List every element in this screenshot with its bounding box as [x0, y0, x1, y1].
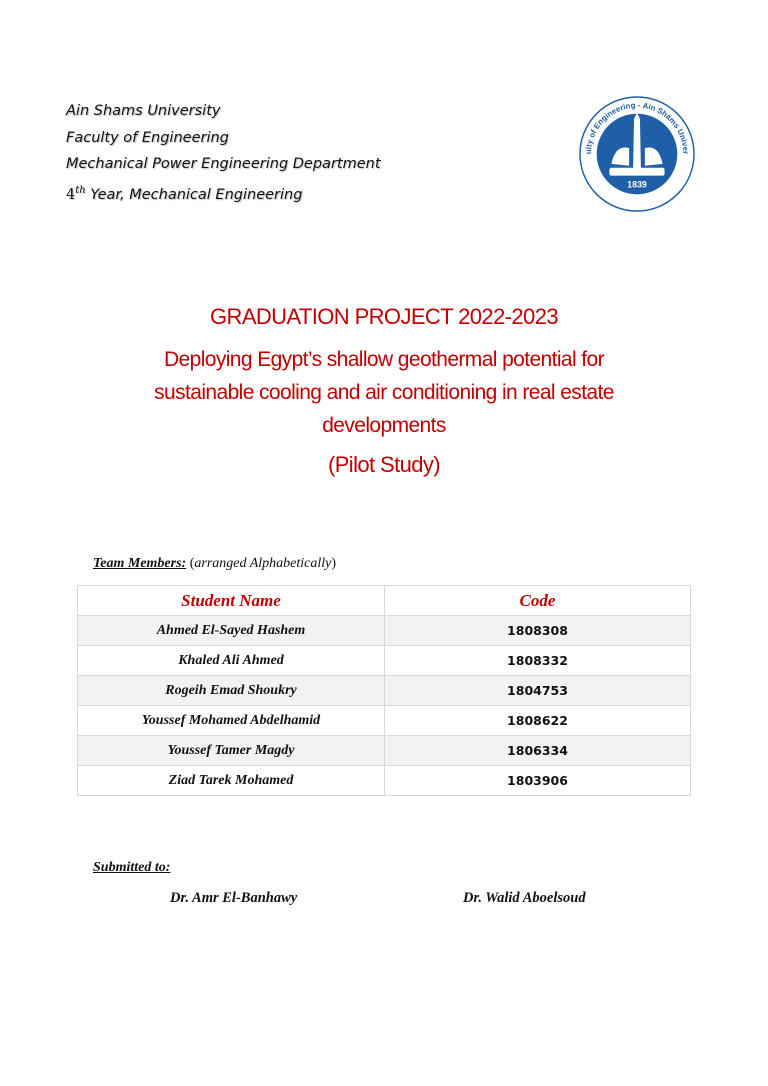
table-row: Youssef Mohamed Abdelhamid 1808622: [77, 705, 691, 736]
university-name: Ain Shams University: [66, 103, 221, 119]
student-name: Youssef Tamer Magdy: [77, 735, 385, 766]
project-subtitle: (Pilot Study): [327, 452, 441, 477]
student-code: 1804753: [384, 675, 691, 706]
table-row: Ziad Tarek Mohamed 1803906: [77, 765, 691, 796]
institution-header: Ain Shams University Faculty of Engineer…: [66, 98, 381, 208]
year-line: 4th Year, Mechanical Engineering: [66, 184, 303, 203]
student-name: Khaled Ali Ahmed: [77, 645, 385, 676]
student-code: 1808308: [384, 615, 691, 646]
faculty-name: Faculty of Engineering: [66, 129, 229, 146]
table-row: Ahmed El-Sayed Hashem 1808308: [77, 615, 691, 646]
student-code: 1808332: [384, 645, 691, 676]
project-heading: GRADUATION PROJECT 2022-2023: [210, 304, 559, 329]
student-name: Youssef Mohamed Abdelhamid: [77, 705, 385, 736]
table-row: Youssef Tamer Magdy 1806334: [77, 735, 691, 766]
department-name: Mechanical Power Engineering Department: [66, 156, 381, 172]
student-name: Ziad Tarek Mohamed: [77, 765, 385, 796]
student-code: 1806334: [384, 735, 691, 766]
column-header-name: Student Name: [77, 585, 385, 616]
student-code: 1803906: [384, 765, 691, 796]
student-name: Rogeih Emad Shoukry: [77, 675, 385, 706]
supervisor-name: Dr. Amr El-Banhawy: [170, 890, 298, 906]
column-header-code: Code: [384, 585, 691, 616]
team-members-table: Student Name Code Ahmed El-Sayed Hashem 1…: [77, 585, 691, 796]
table-row: Rogeih Emad Shoukry 1804753: [77, 675, 691, 706]
supervisor-name: Dr. Walid Aboelsoud: [463, 890, 586, 906]
svg-text:1839: 1839: [627, 179, 647, 189]
faculty-seal-logo: Faculty of Engineering - Ain Shams Unive…: [578, 95, 695, 212]
student-name: Ahmed El-Sayed Hashem: [77, 615, 385, 646]
submitted-to-label: Submitted to:: [93, 860, 171, 875]
table-row: Khaled Ali Ahmed 1808332: [77, 645, 691, 676]
team-members-label: Team Members: (arranged Alphabetically): [93, 556, 337, 571]
project-title: Deploying Egypt’s shallow geothermal pot…: [154, 348, 614, 437]
student-code: 1808622: [384, 705, 691, 736]
